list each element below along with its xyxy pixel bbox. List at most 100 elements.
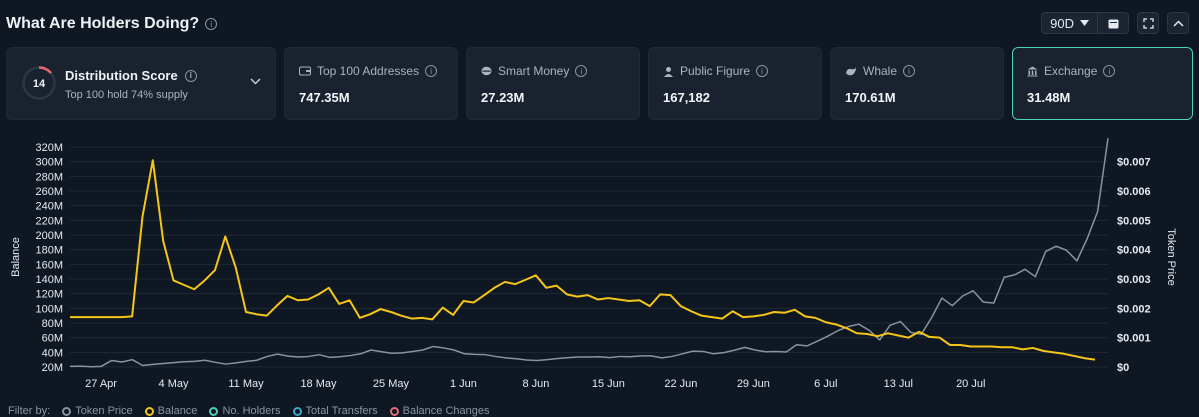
x-tick-label: 27 Apr [85,378,117,390]
y2-tick-label: $0.007 [1117,157,1151,169]
score-ring: 14 [22,66,56,100]
fullscreen-button[interactable] [1137,12,1159,34]
x-tick-label: 6 Jul [814,378,837,390]
expand-icon [1142,17,1154,29]
y2-tick-label: $0.004 [1117,245,1152,257]
token-price-line [69,138,1109,368]
info-icon[interactable]: i [1103,65,1116,77]
y-tick-label: 20M [42,362,63,374]
legend-label: Token Price [75,405,133,417]
top-100-card[interactable]: Top 100 Addresses i 747.35M [284,47,458,120]
filter-label: Filter by: [8,405,51,417]
info-icon[interactable]: i [184,69,197,82]
y-tick-label: 180M [35,245,63,257]
distribution-score-card[interactable]: 14 Distribution Score i Top 100 hold 74%… [6,47,276,120]
bank-icon [1027,66,1038,76]
y-axis-label: Balance [10,237,22,277]
y-tick-label: 160M [35,259,63,271]
brain-icon [481,66,492,76]
info-icon[interactable]: i [756,65,769,77]
distribution-score-title: Distribution Score i [65,68,197,83]
exchange-card[interactable]: Exchange i 31.48M [1012,47,1193,120]
whale-card[interactable]: Whale i 170.61M [830,47,1004,120]
y-tick-label: 120M [35,289,63,301]
distribution-score-label: Distribution Score [65,68,178,83]
chevron-down-icon[interactable] [250,78,261,85]
legend-item-token-price[interactable]: Token Price [62,405,133,417]
smart-money-card[interactable]: Smart Money i 27.23M [466,47,640,120]
public-figure-card[interactable]: Public Figure i 167,182 [648,47,822,120]
y-tick-label: 200M [35,230,63,242]
y2-axis-label: Token Price [1165,228,1177,285]
y-tick-label: 60M [42,333,63,345]
x-tick-label: 8 Jun [522,378,549,390]
public-figure-label: Public Figure [680,64,751,78]
y-tick-label: 300M [35,157,63,169]
person-icon [664,66,673,77]
legend-item-balance[interactable]: Balance [144,405,198,417]
legend-item-holders[interactable]: No. Holders [209,405,281,417]
collapse-button[interactable] [1167,12,1189,34]
y2-tick-label: $0.003 [1117,274,1151,286]
top-100-label-row: Top 100 Addresses i [299,64,438,78]
whale-label: Whale [863,64,898,78]
stat-cards: 14 Distribution Score i Top 100 hold 74%… [6,47,1193,120]
y2-tick-label: $0.002 [1117,303,1151,315]
legend-label: Balance [157,405,198,417]
exchange-label-row: Exchange i [1027,64,1116,78]
y-tick-label: 280M [35,171,63,183]
x-tick-label: 18 May [300,378,337,390]
exchange-label: Exchange [1044,64,1098,78]
x-tick-label: 11 May [228,378,264,390]
x-tick-label: 13 Jul [884,378,913,390]
range-dropdown[interactable]: 90D [1042,13,1098,33]
legend-item-balance-changes[interactable]: Balance Changes [389,405,490,417]
y-tick-label: 140M [35,274,63,286]
info-icon[interactable]: i [425,65,438,77]
controls: 90D [1041,12,1189,34]
info-icon[interactable]: i [205,18,218,30]
range-selector: 90D [1041,12,1129,34]
holders-chart[interactable]: 20M 40M 60M 80M 100M 120M 140M 160M 180M 200M 220M… [0,125,1199,405]
header: What Are Holders Doing? i [6,12,218,36]
y-tick-label: 220M [35,215,63,227]
wallet-icon [299,66,311,76]
x-tick-label: 22 Jun [664,378,697,390]
distribution-score-sub: Top 100 hold 74% supply [65,89,188,101]
x-tick-label: 1 Jun [450,378,477,390]
caret-down-icon [1080,20,1089,26]
smart-money-value: 27.23M [481,90,525,105]
legend-label: Balance Changes [402,405,490,417]
legend-item-transfers[interactable]: Total Transfers [292,405,378,417]
range-label: 90D [1050,15,1074,31]
x-tick-label: 20 Jul [956,378,985,390]
chevron-up-icon [1172,19,1184,27]
whale-value: 170.61M [845,90,896,105]
whale-label-row: Whale i [845,64,916,78]
calendar-button[interactable] [1098,13,1128,33]
top-100-value: 747.35M [299,90,350,105]
legend-label: No. Holders [222,405,281,417]
whale-icon [846,66,856,75]
y-tick-label: 100M [35,303,63,315]
y2-tick-label: $0.001 [1117,333,1151,345]
y2-tick-label: $0.006 [1117,186,1151,198]
x-tick-label: 29 Jun [737,378,770,390]
smart-money-label-row: Smart Money i [481,64,588,78]
x-tick-label: 15 Jun [592,378,625,390]
public-figure-value: 167,182 [663,90,710,105]
y-tick-label: 320M [35,142,63,154]
info-icon[interactable]: i [903,65,916,77]
x-tick-label: 4 May [159,378,189,390]
y-tick-label: 40M [42,347,63,359]
calendar-icon [1108,19,1118,28]
y2-tick-label: $0.005 [1117,215,1151,227]
page-title: What Are Holders Doing? [6,15,200,32]
x-tick-label: 25 May [373,378,410,390]
y-tick-label: 80M [42,318,63,330]
top-100-label: Top 100 Addresses [317,64,420,78]
exchange-value: 31.48M [1027,90,1071,105]
y-tick-label: 240M [35,201,63,213]
y2-tick-label: $0 [1117,362,1129,374]
info-icon[interactable]: i [575,65,588,77]
